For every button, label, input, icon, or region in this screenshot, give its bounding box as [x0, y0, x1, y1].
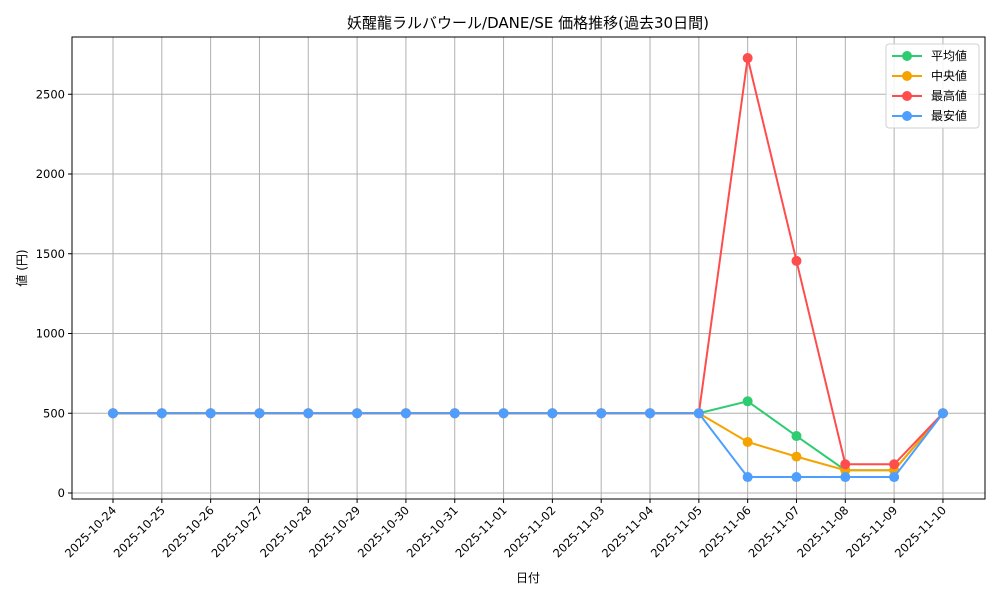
x-tick-label: 2025-10-30 — [355, 503, 412, 560]
y-tick-label: 500 — [43, 406, 65, 420]
data-point — [596, 408, 607, 419]
legend-label: 平均値 — [931, 48, 967, 63]
x-tick-label: 2025-10-29 — [306, 503, 363, 560]
x-tick-label: 2025-11-10 — [892, 503, 949, 560]
legend-marker-icon — [902, 51, 912, 61]
legend-item: 最安値 — [892, 108, 967, 123]
data-point — [645, 408, 656, 419]
legend-label: 最安値 — [931, 108, 967, 123]
series-line — [108, 408, 948, 476]
data-point — [937, 408, 948, 419]
data-point — [498, 408, 509, 419]
y-tick-label: 0 — [58, 486, 65, 500]
x-tick-label: 2025-10-26 — [160, 503, 217, 560]
x-tick-label: 2025-11-05 — [648, 503, 705, 560]
x-tick-label: 2025-10-24 — [62, 503, 119, 560]
data-point — [742, 396, 753, 407]
data-point — [791, 255, 802, 266]
y-tick-label: 2500 — [36, 87, 65, 101]
x-tick-label: 2025-11-08 — [794, 503, 851, 560]
y-tick-label: 1500 — [36, 247, 65, 261]
x-axis-ticks: 2025-10-242025-10-252025-10-262025-10-27… — [62, 499, 949, 560]
y-tick-label: 2000 — [36, 167, 65, 181]
data-point — [303, 408, 314, 419]
legend-item: 平均値 — [892, 48, 967, 63]
data-series — [108, 53, 948, 483]
chart-title: 妖醒龍ラルバウール/DANE/SE 価格推移(過去30日間) — [347, 14, 709, 32]
x-tick-label: 2025-11-01 — [453, 503, 510, 560]
data-point — [742, 53, 753, 64]
legend-item: 中央値 — [892, 68, 967, 83]
plot-frame — [71, 36, 986, 500]
data-point — [254, 408, 265, 419]
data-point — [547, 408, 558, 419]
data-point — [889, 472, 900, 483]
y-axis-label: 値 (円) — [14, 249, 29, 286]
data-point — [791, 431, 802, 442]
x-tick-label: 2025-11-02 — [501, 503, 558, 560]
x-tick-label: 2025-11-09 — [843, 503, 900, 560]
x-tick-label: 2025-11-06 — [697, 503, 754, 560]
data-point — [156, 408, 167, 419]
grid-lines — [72, 37, 985, 499]
x-tick-label: 2025-11-07 — [745, 503, 802, 560]
legend-item: 最高値 — [892, 88, 967, 103]
data-point — [840, 459, 851, 470]
data-point — [205, 408, 216, 419]
series-line — [108, 408, 948, 483]
legend-label: 中央値 — [931, 68, 967, 83]
legend-box — [885, 43, 980, 129]
legend-marker-icon — [902, 111, 912, 121]
y-axis-ticks: 0 500 1000 1500 2000 2500 — [36, 87, 72, 500]
legend-label: 最高値 — [931, 88, 967, 103]
y-tick-label: 1000 — [36, 327, 65, 341]
x-axis-label: 日付 — [516, 571, 540, 585]
series-line — [108, 53, 948, 470]
x-tick-label: 2025-10-31 — [404, 503, 461, 560]
data-point — [352, 408, 363, 419]
data-point — [889, 459, 900, 470]
data-point — [791, 472, 802, 483]
x-tick-label: 2025-10-25 — [111, 503, 168, 560]
data-point — [742, 472, 753, 483]
data-point — [449, 408, 460, 419]
data-point — [791, 451, 802, 462]
legend-marker-icon — [902, 91, 912, 101]
data-point — [742, 436, 753, 447]
x-tick-label: 2025-11-04 — [599, 503, 656, 560]
x-tick-label: 2025-10-27 — [208, 503, 265, 560]
data-point — [840, 472, 851, 483]
data-point — [108, 408, 118, 419]
data-point — [693, 408, 704, 419]
data-point — [400, 408, 411, 419]
x-tick-label: 2025-11-03 — [550, 503, 607, 560]
x-tick-label: 2025-10-28 — [257, 503, 314, 560]
legend-marker-icon — [902, 71, 912, 81]
